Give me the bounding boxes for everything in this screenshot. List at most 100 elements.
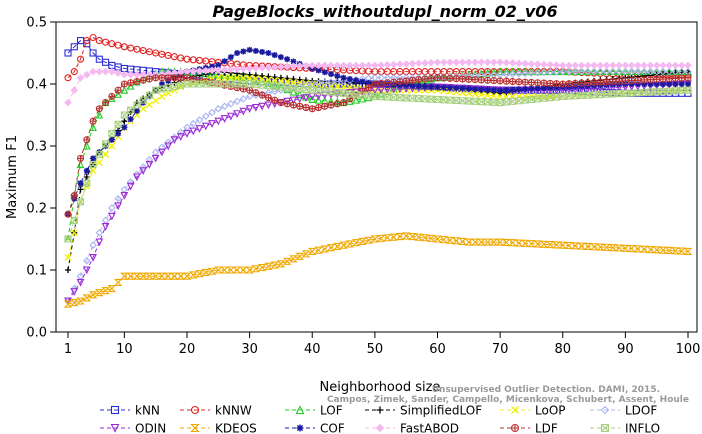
marker-loop <box>283 78 291 85</box>
marker-simplifiedlof <box>252 72 259 79</box>
marker-odin <box>120 192 129 200</box>
marker-ldf <box>340 99 348 107</box>
marker-kdeos <box>420 234 430 242</box>
marker-ldf <box>440 74 448 82</box>
marker-ldf <box>76 154 85 162</box>
marker-inflo <box>127 106 135 114</box>
marker-kdeos <box>314 246 323 254</box>
marker-ldof <box>252 91 260 99</box>
marker-ldf <box>458 75 467 83</box>
marker-kdeos <box>583 242 593 250</box>
marker-cof <box>265 50 272 56</box>
series-layer <box>63 33 693 308</box>
marker-inflo <box>502 98 510 106</box>
marker-simplifiedlof <box>65 267 71 273</box>
marker-kdeos <box>163 272 173 280</box>
marker-loop <box>264 76 272 84</box>
marker-odin <box>214 117 223 126</box>
marker-kdeos <box>470 238 480 246</box>
marker-fastabod <box>302 61 310 70</box>
marker-ldf <box>484 76 492 84</box>
marker-fastabod <box>621 61 630 70</box>
marker-kdeos <box>82 294 92 302</box>
marker-ldf <box>465 75 473 83</box>
marker-inflo <box>527 95 535 104</box>
marker-fastabod <box>70 86 79 94</box>
marker-fastabod <box>439 58 448 67</box>
marker-fastabod <box>565 61 573 70</box>
legend-label: LDF <box>535 422 558 434</box>
marker-fastabod <box>465 58 473 67</box>
marker-kdeos <box>182 272 192 280</box>
marker-cof <box>90 155 97 162</box>
marker-kdeos <box>439 236 449 244</box>
marker-kdeos <box>639 245 649 253</box>
legend-marker-fastabod <box>375 423 385 433</box>
marker-ldf <box>402 77 410 85</box>
marker-ldof <box>101 216 110 225</box>
marker-odin <box>176 133 185 141</box>
marker-cof <box>77 180 84 187</box>
series-line-inflo <box>67 83 689 240</box>
marker-fastabod <box>590 61 598 70</box>
marker-ldf <box>527 78 535 86</box>
marker-fastabod <box>671 61 680 70</box>
marker-ldof <box>652 67 661 76</box>
marker-kdeos <box>552 241 561 249</box>
marker-ldf <box>421 75 429 83</box>
marker-odin <box>114 202 122 211</box>
legend-label: FastABOD <box>400 422 459 434</box>
legend-item-fastabod: FastABOD <box>365 422 459 434</box>
marker-kdeos <box>495 238 505 246</box>
marker-inflo <box>170 82 179 91</box>
marker-simplifiedlof <box>77 186 84 193</box>
marker-ldf <box>321 102 329 110</box>
marker-kdeos <box>589 243 599 251</box>
marker-cof <box>240 48 247 55</box>
marker-ldf <box>496 77 504 85</box>
marker-kdeos <box>195 270 204 278</box>
marker-ldf <box>415 76 423 84</box>
marker-kdeos <box>101 287 110 295</box>
marker-kdeos <box>683 247 693 255</box>
marker-kdeos <box>595 243 605 251</box>
marker-fastabod <box>252 64 260 72</box>
marker-cof <box>647 81 654 87</box>
marker-fastabod <box>546 61 554 69</box>
marker-kdeos <box>88 291 98 299</box>
marker-cof <box>447 84 454 91</box>
marker-ldof <box>558 67 567 76</box>
marker-kdeos <box>433 235 442 243</box>
marker-loop <box>471 90 479 98</box>
marker-cof <box>252 47 259 54</box>
marker-fastabod <box>245 64 254 73</box>
marker-loop <box>233 74 241 82</box>
x-tick-label: 50 <box>367 342 384 357</box>
y-tick-label: 0.0 <box>26 326 47 341</box>
marker-ldf <box>277 99 285 107</box>
y-tick-label: 0.5 <box>26 16 47 31</box>
legend-label: LoOP <box>535 404 566 418</box>
marker-odin <box>158 148 166 157</box>
marker-kdeos <box>383 234 392 242</box>
marker-loop <box>340 83 348 91</box>
marker-cof <box>428 83 435 90</box>
marker-cof <box>96 149 103 156</box>
marker-ldf <box>83 136 91 144</box>
marker-ldof <box>508 70 517 78</box>
marker-cof <box>659 81 666 87</box>
marker-kdeos <box>145 272 154 280</box>
marker-cof <box>277 54 284 61</box>
marker-loop <box>158 92 166 100</box>
marker-simplifiedlof <box>315 78 322 85</box>
marker-cof <box>315 67 322 74</box>
marker-loop <box>102 150 110 158</box>
marker-ldof <box>302 81 310 90</box>
marker-fastabod <box>471 58 479 67</box>
x-tick-label: 10 <box>116 342 133 357</box>
marker-ldf <box>314 104 323 112</box>
marker-ldof <box>89 241 97 249</box>
y-tick-label: 0.2 <box>26 202 47 217</box>
marker-ldof <box>245 92 254 101</box>
marker-fastabod <box>120 70 129 79</box>
